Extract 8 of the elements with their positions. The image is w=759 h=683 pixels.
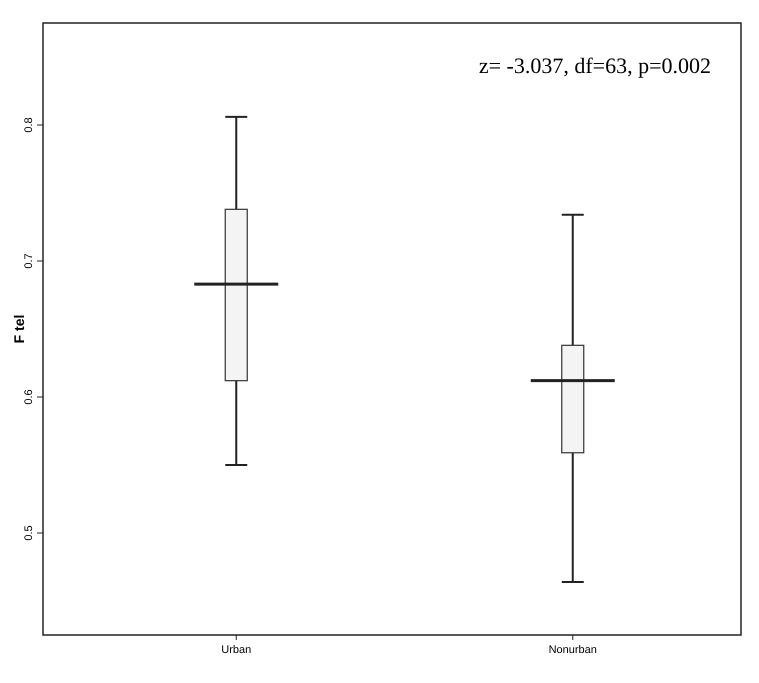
- x-tick-label: Urban: [221, 644, 252, 656]
- y-tick-label: 0.6: [23, 389, 35, 405]
- y-tick-label: 0.5: [23, 525, 35, 541]
- annotation: z= -3.037, df=63, p=0.002: [478, 53, 711, 78]
- y-tick-label: 0.8: [23, 117, 35, 133]
- y-axis-title: F tel: [11, 314, 27, 344]
- y-tick-label: 0.7: [23, 253, 35, 269]
- x-tick-label: Nonurban: [548, 644, 597, 656]
